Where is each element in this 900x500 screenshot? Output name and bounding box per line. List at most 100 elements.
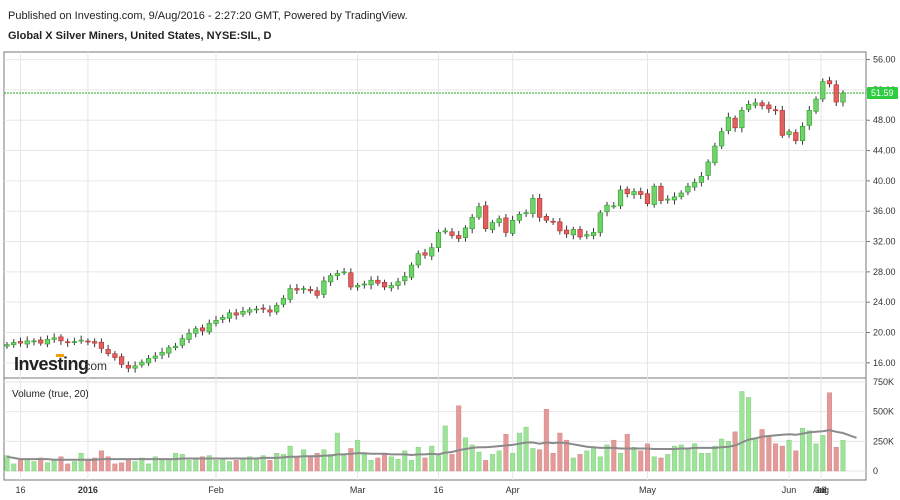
candle-body xyxy=(597,212,603,233)
volume-bar xyxy=(321,449,327,472)
volume-tick-label: 750K xyxy=(873,377,894,387)
volume-bar xyxy=(287,445,293,472)
candle-body xyxy=(260,307,266,310)
candle-body xyxy=(523,212,529,215)
candle-body xyxy=(786,131,792,135)
candle-body xyxy=(226,312,233,319)
candle-body xyxy=(435,232,442,248)
volume-bar xyxy=(422,457,428,472)
candle-body xyxy=(456,235,462,239)
volume-bar xyxy=(746,397,752,472)
volume-bar xyxy=(341,455,347,472)
volume-bar xyxy=(112,463,118,472)
price-tick-label: 44.00 xyxy=(873,146,896,156)
candle-body xyxy=(132,365,138,369)
candle-body xyxy=(314,290,320,296)
candle-body xyxy=(698,176,705,183)
volume-bar xyxy=(597,456,603,472)
volume-bar xyxy=(328,454,334,472)
volume-axis: 0 250K 500K 750K xyxy=(873,377,894,476)
candle-body xyxy=(44,339,51,345)
volume-bar xyxy=(537,449,543,472)
price-tick-label: 40.00 xyxy=(873,176,896,186)
volume-bar xyxy=(17,460,23,472)
candle-body xyxy=(98,341,104,349)
candle-body xyxy=(145,357,152,364)
candle-body xyxy=(85,340,91,343)
candle-body xyxy=(220,317,226,320)
candle-body xyxy=(193,328,199,334)
candle-body xyxy=(806,110,812,126)
volume-bar xyxy=(604,444,610,472)
candle-body xyxy=(712,145,718,164)
time-tick-label: Jul xyxy=(815,485,827,495)
candle-body xyxy=(644,193,651,204)
volume-bar xyxy=(78,453,84,472)
candle-body xyxy=(233,312,239,316)
volume-bar xyxy=(712,445,718,472)
volume-bar xyxy=(314,453,320,472)
candle-body xyxy=(611,205,617,208)
candle-body xyxy=(685,185,691,193)
last-price-badge[interactable]: 51.59 xyxy=(867,87,898,100)
volume-bar xyxy=(833,447,839,472)
candle-body xyxy=(584,234,590,237)
volume-bars xyxy=(4,391,846,472)
volume-bar xyxy=(510,453,516,472)
volume-bar xyxy=(564,439,570,472)
candle-body xyxy=(307,289,313,292)
candle-body xyxy=(624,188,630,195)
volume-bar xyxy=(65,463,71,472)
candle-body xyxy=(375,279,381,284)
volume-bar xyxy=(206,455,212,472)
volume-bar xyxy=(698,453,704,472)
logo-accent xyxy=(56,354,64,357)
candle-body xyxy=(38,339,44,344)
candle-body xyxy=(429,247,435,257)
volume-bar xyxy=(611,439,617,472)
grid xyxy=(4,52,866,480)
volume-bar xyxy=(543,409,549,472)
investing-logo[interactable]: Investing .com xyxy=(14,354,107,374)
candle-body xyxy=(65,341,71,344)
volume-bar xyxy=(173,453,179,472)
candle-body xyxy=(213,320,219,324)
volume-bar xyxy=(186,460,192,472)
candle-body xyxy=(746,104,752,110)
candle-body xyxy=(206,323,212,333)
volume-bar xyxy=(516,432,522,472)
price-tick-label: 56.00 xyxy=(873,55,896,65)
logo-suffix: .com xyxy=(81,359,107,373)
volume-bar xyxy=(334,432,340,472)
candle-body xyxy=(732,117,738,129)
volume-bar xyxy=(503,434,509,472)
time-tick-label: May xyxy=(639,485,657,495)
volume-bar xyxy=(31,461,37,472)
candle-body xyxy=(826,80,833,85)
volume-bar xyxy=(827,392,833,472)
candle-body xyxy=(395,281,401,286)
volume-bar xyxy=(200,456,206,472)
volume-bar xyxy=(584,450,590,472)
volume-bar xyxy=(213,460,219,472)
candle-body xyxy=(658,185,664,201)
volume-bar xyxy=(38,457,44,472)
time-tick-label: Jun xyxy=(782,485,797,495)
volume-bar xyxy=(813,443,819,472)
candle-body xyxy=(152,355,158,359)
candle-body xyxy=(334,273,340,276)
candle-body xyxy=(489,222,496,230)
candle-body xyxy=(139,361,145,366)
volume-bar xyxy=(550,453,556,472)
candle-body xyxy=(617,189,624,207)
volume-tick-label: 250K xyxy=(873,436,894,446)
volume-bar xyxy=(577,454,583,472)
volume-bar xyxy=(44,462,50,472)
volume-tick-label: 500K xyxy=(873,407,894,417)
candle-body xyxy=(631,191,637,195)
candle-body xyxy=(247,309,253,313)
candle-body xyxy=(4,344,10,347)
candle-body xyxy=(92,341,98,344)
candle-body xyxy=(11,342,17,345)
